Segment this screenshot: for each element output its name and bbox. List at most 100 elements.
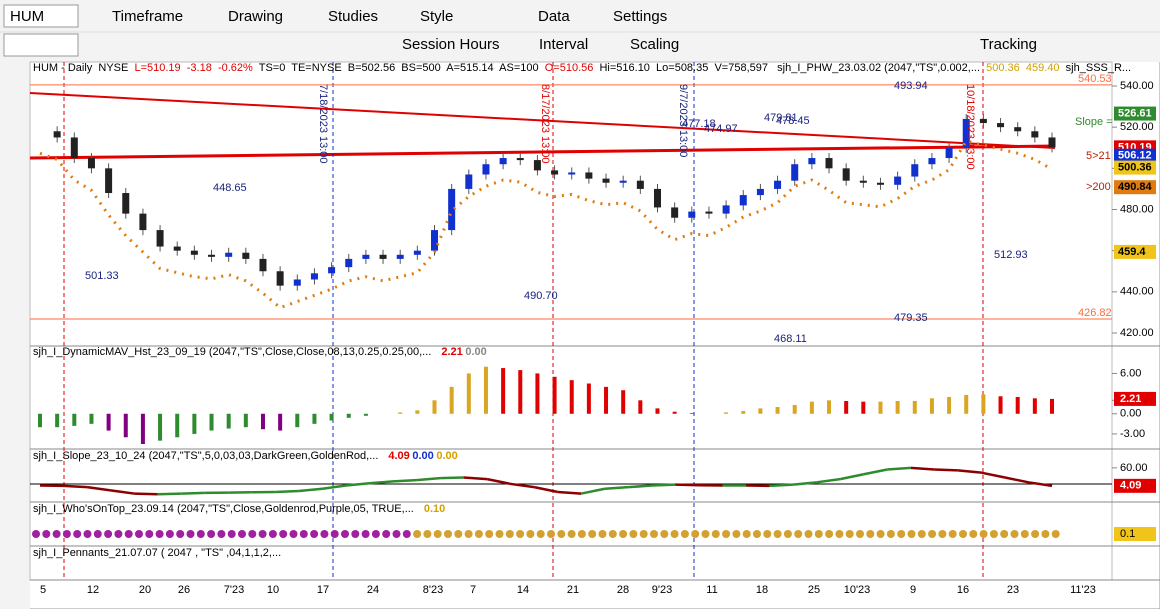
tool[interactable]: Scaling	[630, 36, 679, 53]
who-dot	[300, 530, 308, 538]
candle	[877, 183, 884, 185]
menu[interactable]: Timeframe	[112, 8, 183, 25]
hist-bar	[89, 414, 93, 424]
hist-bar	[433, 400, 437, 413]
who-dot	[94, 530, 102, 538]
who-dot	[393, 530, 401, 538]
who-dot	[578, 530, 586, 538]
price-badge-label: 500.36	[1118, 161, 1152, 173]
menu[interactable]: Settings	[613, 8, 667, 25]
slope-seg	[393, 480, 417, 481]
candle	[448, 189, 455, 230]
y-tick-label: 420.00	[1120, 327, 1154, 339]
hist-bar	[141, 414, 145, 444]
menu[interactable]: Drawing	[228, 8, 283, 25]
hist-bar	[450, 387, 454, 414]
header-part: HUM - Daily NYSE	[33, 62, 134, 74]
menu[interactable]: Style	[420, 8, 453, 25]
x-tick-label: 16	[957, 584, 969, 596]
candle	[242, 253, 249, 259]
candle	[620, 181, 627, 183]
candle	[671, 207, 678, 217]
hist-bar	[896, 401, 900, 414]
candle	[688, 212, 695, 218]
x-tick-label: 7'23	[224, 584, 244, 596]
level-label: 426.82	[1078, 307, 1112, 319]
readout: 0.00	[465, 346, 486, 358]
hist-bar	[347, 414, 351, 418]
annotation: Slope =	[1075, 116, 1113, 128]
header-part: L=510.19 -3.18 -0.62%	[134, 62, 253, 74]
tool[interactable]: Tracking	[980, 36, 1037, 53]
candle	[380, 255, 387, 259]
who-dot	[32, 530, 40, 538]
who-dot	[599, 530, 607, 538]
who-dot	[362, 530, 370, 538]
who-dot	[897, 530, 905, 538]
x-tick-label: 10'23	[844, 584, 871, 596]
candle	[328, 267, 335, 273]
who-dot	[918, 530, 926, 538]
candle	[54, 131, 61, 137]
who-dot	[444, 530, 452, 538]
slope-seg	[605, 487, 629, 489]
indicator-label: sjh_I_DynamicMAV_Hst_23_09_19 (2047,"TS"…	[33, 346, 431, 358]
who-dot	[259, 530, 267, 538]
hist-bar	[964, 395, 968, 414]
date-mark: 8/17/2023 13:00	[539, 84, 551, 164]
hist-bar	[690, 413, 694, 414]
price-badge-label: 506.12	[1118, 150, 1152, 162]
hist-bar	[227, 414, 231, 429]
who-dot	[805, 530, 813, 538]
who-dot	[856, 530, 864, 538]
slope-seg	[64, 486, 88, 487]
who-dot	[712, 530, 720, 538]
who-dot	[104, 530, 112, 538]
x-tick-label: 11	[706, 584, 717, 596]
candle	[277, 271, 284, 285]
tool[interactable]: Session Hours	[402, 36, 500, 53]
x-tick-label: 10	[267, 584, 279, 596]
slope-seg	[464, 478, 488, 480]
slope-seg	[558, 492, 582, 494]
who-dot	[475, 530, 483, 538]
candle	[208, 255, 215, 257]
who-dot	[506, 530, 514, 538]
x-tick-label: 5	[40, 584, 46, 596]
who-dot	[496, 530, 504, 538]
hist-bar	[364, 414, 368, 416]
who-dot	[526, 530, 534, 538]
who-dot	[681, 530, 689, 538]
hist-bar	[158, 414, 162, 441]
who-dot	[969, 530, 977, 538]
who-dot	[887, 530, 895, 538]
symbol[interactable]: HUM	[10, 8, 44, 25]
annotation: 490.70	[524, 290, 558, 302]
who-dot	[732, 530, 740, 538]
hist-bar	[741, 411, 745, 414]
hist-bar	[398, 412, 402, 413]
candle	[705, 212, 712, 214]
header-part: TS=0 TE=NYSE B=502.56 BS=500 A=515.14 AS…	[253, 62, 545, 74]
hist-bar	[878, 402, 882, 414]
candle	[1049, 137, 1056, 147]
y-tick-label: 520.00	[1120, 121, 1154, 133]
hist-bar	[724, 412, 728, 413]
who-dot	[743, 530, 751, 538]
slope-seg	[652, 485, 676, 486]
who-dot	[949, 530, 957, 538]
tool[interactable]: Interval	[539, 36, 588, 53]
who-dot	[454, 530, 462, 538]
indicator-badge-label: 2.21	[1120, 393, 1141, 405]
x-tick-label: 24	[367, 584, 379, 596]
menu[interactable]: Data	[538, 8, 570, 25]
combo-box[interactable]	[4, 34, 78, 56]
hist-bar	[124, 414, 128, 438]
menu[interactable]: Studies	[328, 8, 378, 25]
who-dot	[846, 530, 854, 538]
who-dot	[372, 530, 380, 538]
candle	[1014, 127, 1021, 131]
slope-seg	[887, 468, 911, 470]
